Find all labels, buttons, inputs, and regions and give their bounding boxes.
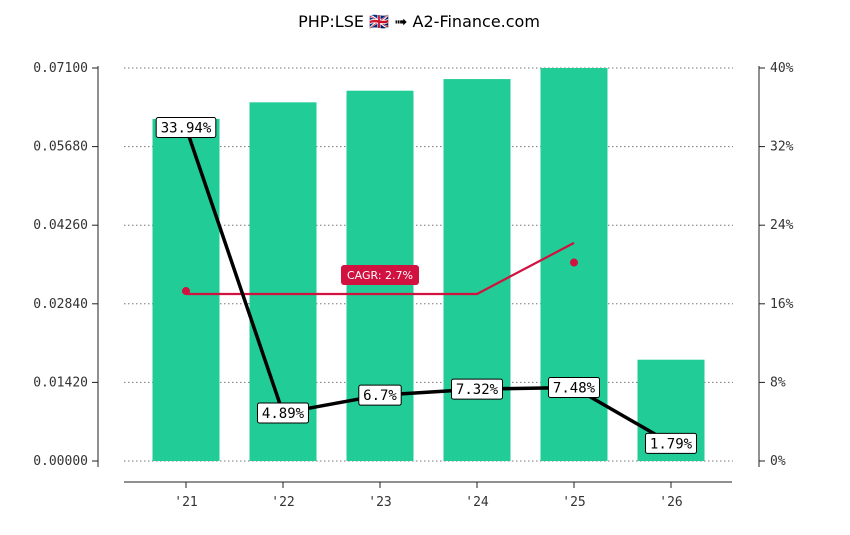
- yield-label-box: [155, 117, 217, 139]
- cagr-label: CAGR: 2.7%: [347, 269, 413, 282]
- bars: [152, 68, 705, 462]
- left-tick-label: 0.04260: [33, 218, 88, 233]
- cagr-badge: [341, 265, 419, 285]
- axes: [97, 66, 760, 483]
- yield-data-label: 4.89%: [262, 406, 305, 422]
- right-tick-label: 24%: [770, 218, 794, 233]
- yield-data-label: 1.79%: [650, 436, 693, 452]
- yield-label-box: [358, 384, 402, 406]
- yield-label-box: [645, 432, 697, 454]
- yield-data-label: 33.94%: [161, 121, 212, 137]
- yield-label-box: [548, 377, 600, 399]
- right-tick-label: 8%: [770, 375, 786, 390]
- cagr-start-marker: [182, 287, 190, 296]
- yield-data-label: 7.48%: [553, 381, 596, 397]
- x-tick-label: '23: [368, 495, 391, 510]
- dividend-bar: [443, 79, 511, 461]
- cagr-end-marker: [570, 258, 578, 267]
- right-tick-label: 0%: [770, 454, 786, 469]
- right-tick-label: 16%: [770, 297, 794, 312]
- left-tick-label: 0.02840: [33, 297, 88, 312]
- cagr-overlay: CAGR: 2.7%: [182, 241, 578, 296]
- left-tick-label: 0.01420: [33, 375, 88, 390]
- chart-title: PHP:LSE 🇬🇧 ➟ A2-Finance.com: [298, 12, 540, 31]
- yield-data-label: 7.32%: [456, 382, 499, 398]
- dividend-bar: [249, 102, 317, 462]
- right-tick-label: 40%: [770, 61, 794, 76]
- left-tick-label: 0.00000: [33, 454, 88, 469]
- yield-data-label: 6.7%: [363, 388, 397, 404]
- x-tick-label: '25: [562, 495, 585, 510]
- grid-lines: [124, 67, 733, 462]
- axis-ticks: 0.00000 0% 0.01420 8% 0.02840 16% 0.04260 24% 0.…: [33, 61, 793, 510]
- yield-label-box: [257, 402, 309, 424]
- yield-line: 33.94% 4.89% 6.7% 7.32% 7.48% 1.79%: [155, 117, 697, 454]
- right-tick-label: 32%: [770, 140, 794, 155]
- x-tick-label: '26: [659, 495, 682, 510]
- x-tick-label: '21: [174, 495, 197, 510]
- cagr-line: [186, 241, 575, 296]
- x-tick-label: '22: [271, 495, 294, 510]
- left-tick-label: 0.07100: [33, 61, 88, 76]
- yield-label-box: [451, 378, 503, 400]
- left-tick-label: 0.05680: [33, 140, 88, 155]
- x-tick-label: '24: [465, 495, 489, 510]
